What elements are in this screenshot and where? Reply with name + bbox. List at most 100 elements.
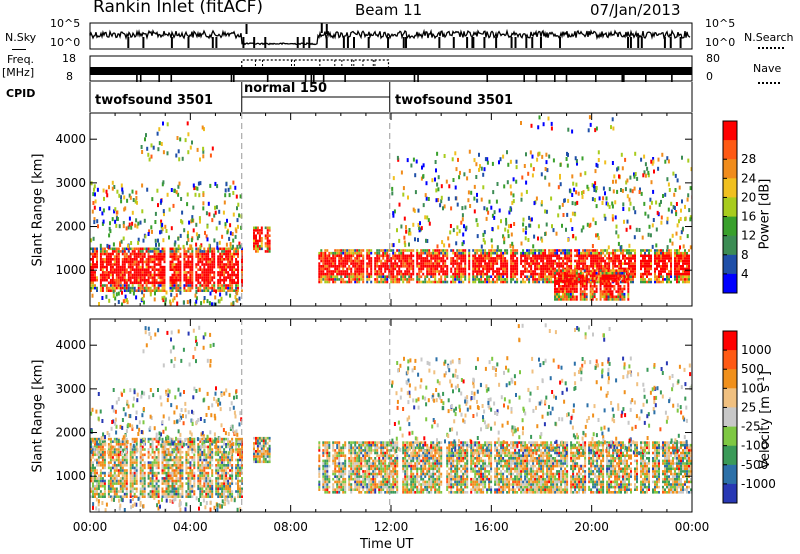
echo-cell	[404, 262, 407, 265]
echo-cell	[538, 280, 541, 284]
echo-cell	[569, 285, 572, 288]
echo-cell	[115, 450, 118, 454]
echo-cell	[417, 208, 420, 213]
echo-cell	[581, 290, 584, 293]
echo-cell	[446, 280, 449, 284]
echo-cell	[121, 258, 124, 261]
echo-cell	[131, 281, 134, 285]
echo-cell	[322, 251, 325, 255]
echo-cell	[189, 273, 192, 277]
echo-cell	[119, 268, 122, 271]
echo-cell	[227, 286, 230, 290]
echo-cell	[417, 237, 419, 242]
echo-cell	[141, 469, 144, 472]
echo-cell	[516, 251, 519, 255]
echo-cell	[649, 197, 652, 202]
echo-cell	[268, 244, 271, 248]
echo-cell	[673, 206, 676, 210]
echo-cell	[203, 273, 206, 277]
echo-cell	[157, 456, 160, 459]
echo-cell	[642, 257, 644, 260]
echo-cell	[354, 265, 357, 268]
echo-cell	[90, 273, 92, 277]
echo-cell	[573, 277, 576, 280]
echo-cell	[602, 249, 605, 252]
echo-cell	[157, 286, 160, 290]
echo-cell	[127, 255, 130, 258]
echo-cell	[446, 251, 449, 255]
echo-cell	[219, 276, 222, 279]
echo-cell	[139, 466, 142, 470]
echo-cell	[340, 254, 343, 258]
echo-cell	[432, 257, 435, 260]
echo-cell	[442, 254, 445, 258]
echo-cell	[94, 286, 96, 290]
echo-cell	[153, 268, 156, 271]
echo-cell	[92, 263, 94, 266]
echo-cell	[589, 292, 592, 296]
echo-cell	[640, 272, 642, 276]
echo-cell	[459, 170, 461, 175]
echo-cell	[143, 255, 146, 258]
echo-cell	[155, 458, 158, 462]
echo-cell	[97, 464, 100, 467]
echo-cell	[540, 257, 543, 260]
echo-cell	[390, 270, 393, 273]
echo-cell	[219, 265, 222, 269]
echo-cell	[571, 129, 574, 134]
echo-cell	[99, 461, 102, 464]
echo-cell	[682, 262, 684, 265]
echo-cell	[183, 278, 186, 282]
echo-cell	[324, 254, 327, 258]
echo-cell	[512, 249, 515, 252]
echo-cell	[194, 186, 197, 190]
echo-cell	[93, 184, 96, 189]
echo-cell	[585, 292, 588, 296]
echo-cell	[200, 301, 203, 306]
echo-cell	[92, 479, 94, 483]
echo-cell	[424, 278, 427, 281]
echo-cell	[454, 272, 457, 276]
echo-cell	[332, 262, 335, 265]
echo-cell	[123, 469, 126, 472]
echo-cell	[113, 461, 116, 464]
echo-cell	[388, 259, 391, 263]
echo-cell	[577, 191, 580, 196]
echo-cell	[119, 461, 122, 464]
echo-cell	[560, 290, 562, 293]
echo-cell	[139, 474, 142, 477]
echo-cell	[584, 251, 587, 255]
echo-cell	[644, 162, 647, 167]
echo-cell	[396, 254, 399, 258]
echo-cell	[406, 280, 409, 284]
echo-cell	[107, 445, 110, 449]
echo-cell	[96, 490, 98, 493]
echo-cell	[326, 267, 329, 271]
echo-cell	[544, 265, 547, 268]
echo-cell	[107, 263, 110, 266]
echo-cell	[443, 154, 446, 158]
echo-cell	[163, 278, 166, 282]
echo-cell	[189, 263, 192, 266]
echo-cell	[444, 254, 447, 258]
echo-cell	[340, 275, 343, 278]
echo-cell	[524, 280, 527, 284]
echo-cell	[490, 280, 493, 284]
echo-cell	[131, 286, 134, 290]
echo-cell	[676, 259, 678, 263]
echo-cell	[117, 247, 120, 251]
echo-cell	[229, 242, 232, 246]
echo-cell	[175, 265, 178, 269]
echo-cell	[237, 263, 239, 266]
echo-cell	[378, 259, 381, 263]
echo-cell	[173, 252, 176, 256]
echo-cell	[512, 272, 515, 276]
echo-cell	[121, 490, 124, 493]
echo-cell	[185, 252, 188, 256]
echo-cell	[474, 278, 477, 281]
echo-cell	[121, 456, 124, 459]
echo-cell	[131, 258, 134, 261]
echo-cell	[548, 154, 551, 159]
echo-cell	[229, 289, 232, 292]
echo-cell	[468, 149, 471, 154]
